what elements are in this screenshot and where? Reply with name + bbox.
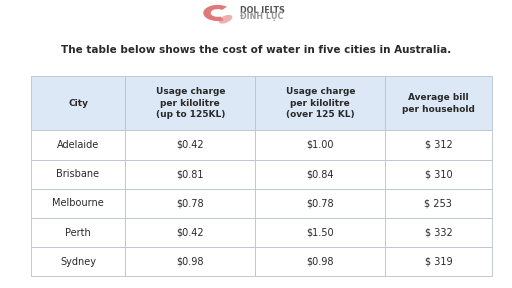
Bar	[386, 160, 492, 189]
Text: $ 310: $ 310	[424, 169, 452, 179]
Text: $0.81: $0.81	[177, 169, 204, 179]
Text: $ 253: $ 253	[424, 198, 452, 209]
Text: Melbourne: Melbourne	[52, 198, 104, 209]
Bar	[125, 130, 255, 160]
Bar	[386, 189, 492, 218]
Bar	[255, 160, 386, 189]
Bar	[386, 130, 492, 160]
Bar	[31, 189, 125, 218]
Text: $1.50: $1.50	[307, 228, 334, 238]
Bar	[31, 160, 125, 189]
Bar	[31, 76, 125, 130]
Bar	[125, 76, 255, 130]
Text: $0.98: $0.98	[307, 257, 334, 267]
Bar	[125, 247, 255, 276]
Bar	[386, 247, 492, 276]
Bar	[255, 130, 386, 160]
Text: DOL IELTS: DOL IELTS	[240, 5, 285, 15]
Wedge shape	[203, 5, 227, 21]
Text: $0.42: $0.42	[177, 140, 204, 150]
Bar	[31, 247, 125, 276]
Text: Average bill
per household: Average bill per household	[402, 93, 475, 113]
Text: $1.00: $1.00	[307, 140, 334, 150]
Text: Sydney: Sydney	[60, 257, 96, 267]
Bar	[255, 218, 386, 247]
Bar	[255, 247, 386, 276]
Bar	[31, 130, 125, 160]
Text: $0.78: $0.78	[177, 198, 204, 209]
Text: Adelaide: Adelaide	[57, 140, 99, 150]
Text: City: City	[68, 99, 88, 108]
Bar	[125, 160, 255, 189]
Text: $ 332: $ 332	[424, 228, 452, 238]
Bar	[255, 76, 386, 130]
Text: $ 319: $ 319	[424, 257, 452, 267]
Text: Usage charge
per kilolitre
(up to 125KL): Usage charge per kilolitre (up to 125KL)	[156, 87, 225, 119]
Bar	[31, 218, 125, 247]
Bar	[386, 76, 492, 130]
Text: $0.98: $0.98	[177, 257, 204, 267]
Text: $ 312: $ 312	[424, 140, 452, 150]
Text: $0.84: $0.84	[307, 169, 334, 179]
Text: Perth: Perth	[65, 228, 91, 238]
Text: $0.42: $0.42	[177, 228, 204, 238]
Ellipse shape	[219, 15, 232, 24]
Text: The table below shows the cost of water in five cities in Australia.: The table below shows the cost of water …	[61, 46, 451, 55]
Bar	[255, 189, 386, 218]
Bar	[125, 218, 255, 247]
Bar	[386, 218, 492, 247]
Text: Brisbane: Brisbane	[56, 169, 99, 179]
Bar	[125, 189, 255, 218]
Text: $0.78: $0.78	[307, 198, 334, 209]
Text: ĐÌNH LỤC: ĐÌNH LỤC	[240, 11, 283, 21]
Text: Usage charge
per kilolitre
(over 125 KL): Usage charge per kilolitre (over 125 KL)	[286, 87, 355, 119]
